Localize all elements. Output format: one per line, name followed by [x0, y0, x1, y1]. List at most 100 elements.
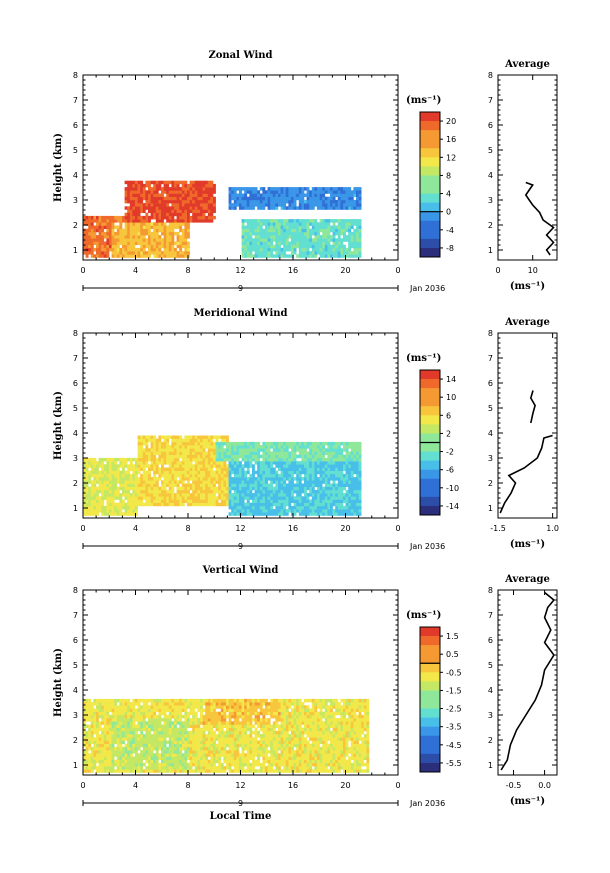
heatmap-cell: [280, 445, 284, 449]
heatmap-cell: [96, 730, 99, 735]
heatmap-cell: [296, 244, 300, 249]
heatmap-cell: [127, 702, 131, 706]
heatmap-cell: [98, 480, 102, 484]
heatmap-cell: [150, 196, 154, 201]
heatmap-cell: [114, 705, 118, 709]
heatmap-cell: [239, 502, 242, 507]
heatmap-cell: [184, 438, 188, 443]
heatmap-cell: [332, 464, 336, 468]
heatmap-cell: [246, 477, 250, 481]
heatmap-cell: [340, 454, 344, 459]
panel1-title: Zonal Wind: [208, 50, 272, 61]
heatmap-cell: [106, 724, 110, 728]
panel1-average-title: Average: [504, 59, 550, 70]
heatmap-cell: [298, 445, 302, 449]
heatmap-cell: [181, 445, 185, 449]
heatmap-cell: [275, 193, 279, 197]
heatmap-cell: [158, 225, 162, 229]
heatmap-cell: [317, 225, 320, 229]
heatmap-cell: [127, 766, 131, 770]
heatmap-cell: [101, 244, 105, 249]
heatmap-cell: [358, 193, 362, 197]
heatmap-cell: [132, 219, 136, 223]
heatmap-cell: [142, 219, 146, 223]
heatmap-cell: [166, 467, 170, 471]
heatmap-cell: [356, 231, 359, 236]
heatmap-cell: [202, 477, 206, 481]
colorbar-segment: [420, 370, 440, 380]
heatmap-cell: [127, 228, 131, 233]
heatmap-cell: [145, 435, 149, 439]
heatmap-cell: [109, 470, 112, 475]
heatmap-cell: [353, 451, 357, 455]
heatmap-cell: [210, 502, 214, 507]
heatmap-cell: [98, 756, 102, 760]
heatmap-cell: [116, 750, 120, 754]
heatmap-cell: [330, 244, 333, 249]
heatmap-cell: [171, 477, 175, 481]
colorbar-tick-label: -4: [446, 226, 454, 235]
heatmap-cell: [85, 718, 89, 722]
heatmap-cell: [96, 769, 99, 773]
heatmap-cell: [291, 203, 294, 207]
heatmap-cell: [189, 457, 193, 462]
heatmap-cell: [330, 512, 333, 516]
heatmap-cell: [155, 489, 159, 494]
heatmap-cell: [127, 502, 131, 507]
heatmap-cell: [356, 247, 359, 252]
heatmap-cell: [283, 190, 287, 194]
heatmap-cell: [239, 441, 242, 446]
heatmap-cell: [249, 247, 253, 252]
heatmap-cell: [309, 470, 313, 475]
heatmap-cell: [161, 212, 164, 217]
heatmap-cell: [122, 251, 125, 255]
heatmap-cell: [311, 206, 315, 210]
heatmap-cell: [317, 467, 320, 471]
heatmap-cell: [124, 247, 128, 252]
heatmap-cell: [265, 445, 268, 449]
heatmap-cell: [311, 196, 315, 201]
heatmap-cell: [280, 483, 284, 487]
heatmap-cell: [262, 193, 266, 197]
heatmap-cell: [309, 467, 313, 471]
heatmap-cell: [109, 759, 112, 764]
heatmap-cell: [192, 448, 196, 452]
heatmap-cell: [267, 445, 271, 449]
heatmap-cell: [291, 241, 294, 245]
heatmap-cell: [332, 512, 336, 516]
y-tick-label: 5: [73, 404, 78, 413]
heatmap-cell: [161, 244, 164, 249]
heatmap-cell: [306, 219, 310, 223]
heatmap-cell: [192, 483, 196, 487]
heatmap-cell: [103, 714, 107, 719]
heatmap-cell: [197, 435, 201, 439]
heatmap-cell: [163, 206, 167, 210]
heatmap-cell: [142, 251, 146, 255]
heatmap-cell: [119, 477, 123, 481]
heatmap-cell: [210, 206, 214, 210]
heatmap-cell: [150, 454, 154, 459]
heatmap-cell: [356, 457, 359, 462]
heatmap-cell: [140, 480, 144, 484]
heatmap-cell: [88, 743, 92, 748]
heatmap-cell: [304, 206, 307, 210]
heatmap-cell: [345, 451, 349, 455]
heatmap-cell: [202, 193, 206, 197]
heatmap-cell: [298, 448, 302, 452]
heatmap-cell: [353, 477, 357, 481]
heatmap-cell: [161, 457, 164, 462]
heatmap-cell: [254, 225, 258, 229]
heatmap-cell: [343, 464, 346, 468]
heatmap-cell: [317, 509, 320, 513]
heatmap-cell: [101, 746, 105, 751]
heatmap-cell: [348, 489, 352, 494]
heatmap-cell: [262, 470, 266, 475]
heatmap-cell: [140, 457, 144, 462]
heatmap-cell: [181, 196, 185, 201]
heatmap-cell: [166, 209, 170, 213]
heatmap-cell: [166, 187, 170, 191]
heatmap-cell: [322, 457, 326, 462]
heatmap-cell: [122, 241, 125, 245]
heatmap-cell: [257, 509, 261, 513]
heatmap-cell: [166, 203, 170, 207]
